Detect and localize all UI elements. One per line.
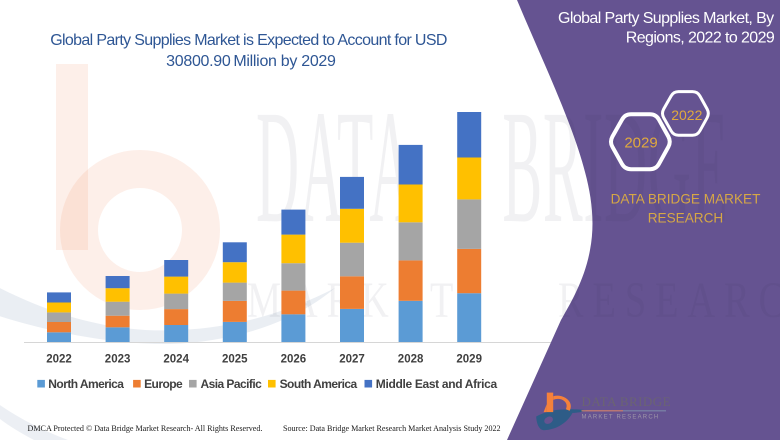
svg-text:2027: 2027	[339, 354, 365, 366]
svg-text:2024: 2024	[163, 354, 189, 366]
svg-text:DATA BRIDGE MARKET: DATA BRIDGE MARKET	[611, 192, 761, 207]
svg-text:RESEARCH: RESEARCH	[558, 272, 780, 329]
svg-text:MARKET RESEARCH: MARKET RESEARCH	[582, 414, 660, 420]
svg-text:Regions, 2022 to 2029: Regions, 2022 to 2029	[626, 30, 775, 47]
svg-text:2029: 2029	[456, 354, 482, 366]
svg-text:North America: North America	[48, 377, 124, 391]
svg-text:2029: 2029	[624, 134, 657, 151]
svg-text:2026: 2026	[281, 354, 307, 366]
svg-text:DATA: DATA	[256, 78, 413, 257]
svg-text:Source: Data Bridge Market Res: Source: Data Bridge Market Research Mark…	[283, 424, 501, 433]
svg-text:2023: 2023	[105, 354, 131, 366]
svg-text:Europe: Europe	[144, 377, 183, 391]
svg-text:2022: 2022	[671, 107, 702, 123]
svg-text:Global Party Supplies Market,: Global Party Supplies Market, By	[558, 10, 774, 27]
svg-text:Middle East and Africa: Middle East and Africa	[376, 377, 498, 391]
svg-text:2028: 2028	[398, 354, 424, 366]
svg-text:RESEARCH: RESEARCH	[648, 211, 724, 226]
svg-text:DMCA Protected © Data Bridge M: DMCA Protected © Data Bridge Market Rese…	[28, 424, 263, 433]
svg-text:2025: 2025	[222, 354, 248, 366]
svg-text:Asia Pacific: Asia Pacific	[201, 377, 263, 391]
svg-text:2022: 2022	[46, 354, 72, 366]
svg-text:Global Party Supplies Market i: Global Party Supplies Market is Expected…	[50, 32, 447, 49]
svg-text:30800.90 Million by 2029: 30800.90 Million by 2029	[166, 53, 336, 70]
svg-text:South America: South America	[280, 377, 358, 391]
svg-text:DATA BRIDGE: DATA BRIDGE	[582, 394, 672, 409]
